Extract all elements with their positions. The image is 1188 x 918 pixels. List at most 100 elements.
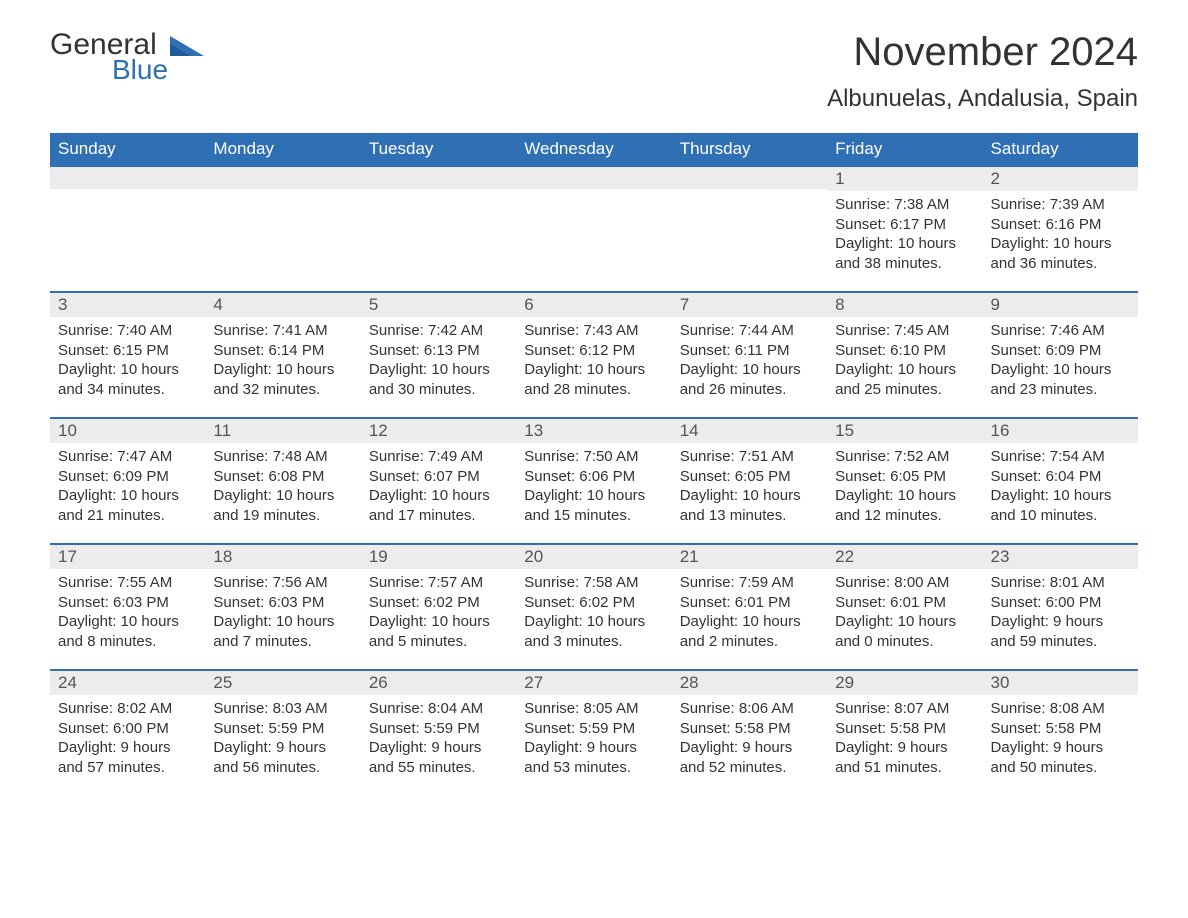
day-number: 16 xyxy=(983,419,1138,443)
calendar-day-cell xyxy=(672,166,827,292)
calendar-week-row: 1Sunrise: 7:38 AMSunset: 6:17 PMDaylight… xyxy=(50,166,1138,292)
logo: General Blue xyxy=(50,30,204,84)
sunrise-text: Sunrise: 8:03 AM xyxy=(213,699,352,719)
calendar-week-row: 24Sunrise: 8:02 AMSunset: 6:00 PMDayligh… xyxy=(50,670,1138,795)
sunrise-text: Sunrise: 7:44 AM xyxy=(680,321,819,341)
sunset-text: Sunset: 5:58 PM xyxy=(835,719,974,739)
day-details: Sunrise: 7:54 AMSunset: 6:04 PMDaylight:… xyxy=(983,443,1138,543)
daylight-line2: and 56 minutes. xyxy=(213,758,352,778)
daylight-line2: and 38 minutes. xyxy=(835,254,974,274)
daylight-line1: Daylight: 10 hours xyxy=(524,486,663,506)
day-number: 21 xyxy=(672,545,827,569)
calendar-day-cell: 30Sunrise: 8:08 AMSunset: 5:58 PMDayligh… xyxy=(983,670,1138,795)
sunrise-text: Sunrise: 7:43 AM xyxy=(524,321,663,341)
day-number: 3 xyxy=(50,293,205,317)
daylight-line1: Daylight: 10 hours xyxy=(369,486,508,506)
day-details: Sunrise: 8:04 AMSunset: 5:59 PMDaylight:… xyxy=(361,695,516,795)
calendar-day-cell: 19Sunrise: 7:57 AMSunset: 6:02 PMDayligh… xyxy=(361,544,516,670)
weekday-header: Friday xyxy=(827,133,982,166)
daylight-line2: and 26 minutes. xyxy=(680,380,819,400)
calendar-day-cell xyxy=(50,166,205,292)
daylight-line2: and 7 minutes. xyxy=(213,632,352,652)
sunrise-text: Sunrise: 8:06 AM xyxy=(680,699,819,719)
daylight-line1: Daylight: 10 hours xyxy=(369,612,508,632)
sunrise-text: Sunrise: 8:07 AM xyxy=(835,699,974,719)
weekday-header: Saturday xyxy=(983,133,1138,166)
calendar-day-cell: 6Sunrise: 7:43 AMSunset: 6:12 PMDaylight… xyxy=(516,292,671,418)
day-details: Sunrise: 8:08 AMSunset: 5:58 PMDaylight:… xyxy=(983,695,1138,795)
sunrise-text: Sunrise: 7:45 AM xyxy=(835,321,974,341)
daylight-line1: Daylight: 10 hours xyxy=(680,612,819,632)
day-details: Sunrise: 7:39 AMSunset: 6:16 PMDaylight:… xyxy=(983,191,1138,291)
sunset-text: Sunset: 6:17 PM xyxy=(835,215,974,235)
calendar-day-cell: 9Sunrise: 7:46 AMSunset: 6:09 PMDaylight… xyxy=(983,292,1138,418)
calendar-week-row: 10Sunrise: 7:47 AMSunset: 6:09 PMDayligh… xyxy=(50,418,1138,544)
sunset-text: Sunset: 6:02 PM xyxy=(524,593,663,613)
sunset-text: Sunset: 6:04 PM xyxy=(991,467,1130,487)
calendar-day-cell: 3Sunrise: 7:40 AMSunset: 6:15 PMDaylight… xyxy=(50,292,205,418)
day-details: Sunrise: 7:57 AMSunset: 6:02 PMDaylight:… xyxy=(361,569,516,669)
sunset-text: Sunset: 6:15 PM xyxy=(58,341,197,361)
daylight-line2: and 3 minutes. xyxy=(524,632,663,652)
day-number: 30 xyxy=(983,671,1138,695)
day-details: Sunrise: 7:51 AMSunset: 6:05 PMDaylight:… xyxy=(672,443,827,543)
sunset-text: Sunset: 6:08 PM xyxy=(213,467,352,487)
daylight-line1: Daylight: 10 hours xyxy=(680,360,819,380)
day-details: Sunrise: 7:48 AMSunset: 6:08 PMDaylight:… xyxy=(205,443,360,543)
sunset-text: Sunset: 5:59 PM xyxy=(369,719,508,739)
day-number: 13 xyxy=(516,419,671,443)
daylight-line2: and 51 minutes. xyxy=(835,758,974,778)
day-details: Sunrise: 7:52 AMSunset: 6:05 PMDaylight:… xyxy=(827,443,982,543)
daylight-line2: and 53 minutes. xyxy=(524,758,663,778)
location-text: Albunuelas, Andalusia, Spain xyxy=(827,85,1138,113)
day-number: 27 xyxy=(516,671,671,695)
sunrise-text: Sunrise: 7:52 AM xyxy=(835,447,974,467)
daylight-line2: and 8 minutes. xyxy=(58,632,197,652)
sunrise-text: Sunrise: 7:46 AM xyxy=(991,321,1130,341)
daylight-line2: and 50 minutes. xyxy=(991,758,1130,778)
calendar-day-cell: 12Sunrise: 7:49 AMSunset: 6:07 PMDayligh… xyxy=(361,418,516,544)
sunset-text: Sunset: 6:01 PM xyxy=(680,593,819,613)
day-details: Sunrise: 8:07 AMSunset: 5:58 PMDaylight:… xyxy=(827,695,982,795)
day-details: Sunrise: 7:42 AMSunset: 6:13 PMDaylight:… xyxy=(361,317,516,417)
day-details: Sunrise: 7:43 AMSunset: 6:12 PMDaylight:… xyxy=(516,317,671,417)
daylight-line2: and 23 minutes. xyxy=(991,380,1130,400)
calendar-day-cell: 21Sunrise: 7:59 AMSunset: 6:01 PMDayligh… xyxy=(672,544,827,670)
daylight-line2: and 2 minutes. xyxy=(680,632,819,652)
sunrise-text: Sunrise: 7:49 AM xyxy=(369,447,508,467)
calendar-week-row: 17Sunrise: 7:55 AMSunset: 6:03 PMDayligh… xyxy=(50,544,1138,670)
day-number: 2 xyxy=(983,167,1138,191)
day-details: Sunrise: 8:00 AMSunset: 6:01 PMDaylight:… xyxy=(827,569,982,669)
sunrise-text: Sunrise: 7:58 AM xyxy=(524,573,663,593)
daylight-line1: Daylight: 10 hours xyxy=(991,360,1130,380)
daylight-line2: and 12 minutes. xyxy=(835,506,974,526)
sunset-text: Sunset: 6:06 PM xyxy=(524,467,663,487)
sunset-text: Sunset: 6:09 PM xyxy=(58,467,197,487)
sunset-text: Sunset: 6:03 PM xyxy=(58,593,197,613)
sunset-text: Sunset: 6:12 PM xyxy=(524,341,663,361)
day-details: Sunrise: 7:49 AMSunset: 6:07 PMDaylight:… xyxy=(361,443,516,543)
daylight-line1: Daylight: 10 hours xyxy=(835,612,974,632)
daylight-line1: Daylight: 10 hours xyxy=(991,234,1130,254)
calendar-day-cell: 4Sunrise: 7:41 AMSunset: 6:14 PMDaylight… xyxy=(205,292,360,418)
daylight-line2: and 5 minutes. xyxy=(369,632,508,652)
sunset-text: Sunset: 6:01 PM xyxy=(835,593,974,613)
daylight-line1: Daylight: 10 hours xyxy=(58,612,197,632)
sunset-text: Sunset: 5:58 PM xyxy=(991,719,1130,739)
sunrise-text: Sunrise: 8:05 AM xyxy=(524,699,663,719)
sunrise-text: Sunrise: 7:57 AM xyxy=(369,573,508,593)
calendar-day-cell: 27Sunrise: 8:05 AMSunset: 5:59 PMDayligh… xyxy=(516,670,671,795)
sunset-text: Sunset: 6:16 PM xyxy=(991,215,1130,235)
day-details: Sunrise: 7:38 AMSunset: 6:17 PMDaylight:… xyxy=(827,191,982,291)
day-number: 7 xyxy=(672,293,827,317)
calendar-table: SundayMondayTuesdayWednesdayThursdayFrid… xyxy=(50,133,1138,795)
sunrise-text: Sunrise: 8:00 AM xyxy=(835,573,974,593)
daylight-line1: Daylight: 9 hours xyxy=(369,738,508,758)
daylight-line2: and 36 minutes. xyxy=(991,254,1130,274)
daylight-line2: and 21 minutes. xyxy=(58,506,197,526)
daylight-line1: Daylight: 9 hours xyxy=(213,738,352,758)
sunrise-text: Sunrise: 7:50 AM xyxy=(524,447,663,467)
day-number: 24 xyxy=(50,671,205,695)
daylight-line1: Daylight: 10 hours xyxy=(524,612,663,632)
sunrise-text: Sunrise: 8:02 AM xyxy=(58,699,197,719)
